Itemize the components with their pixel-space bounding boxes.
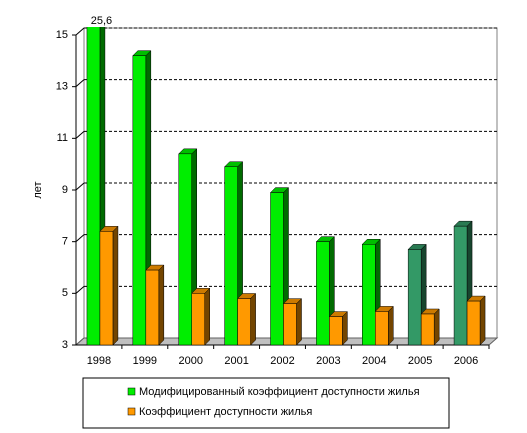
x-tick-label: 1998 xyxy=(87,355,111,367)
y-tick-label: 9 xyxy=(62,184,68,196)
bar xyxy=(237,298,251,346)
grid-diag xyxy=(75,27,85,36)
bar xyxy=(283,303,297,346)
bar xyxy=(375,311,389,346)
legend-label: Модифицированный коэффициент доступности… xyxy=(139,386,420,398)
bar-side xyxy=(342,310,348,346)
legend-swatch xyxy=(127,407,136,416)
grid-diag xyxy=(75,130,85,139)
bar xyxy=(191,293,205,346)
bar xyxy=(224,166,238,346)
legend-swatch xyxy=(127,387,136,396)
grid-diag xyxy=(75,79,85,88)
bar-side xyxy=(296,298,302,346)
bar xyxy=(407,249,422,346)
bar xyxy=(270,192,284,346)
y-tick-label: 11 xyxy=(57,132,68,144)
y-tick-label: 13 xyxy=(56,81,68,93)
bar-side xyxy=(158,264,165,346)
x-tick-label: 2002 xyxy=(270,355,294,367)
bar-side xyxy=(433,308,440,346)
bar-side xyxy=(388,305,394,346)
y-tick-label: 7 xyxy=(62,236,68,248)
y-tick-label: 3 xyxy=(62,339,68,351)
bar xyxy=(316,241,330,346)
x-tick-label: 2004 xyxy=(362,355,386,367)
bar xyxy=(329,316,343,346)
bar xyxy=(362,244,376,346)
y-axis-label: лет xyxy=(32,181,44,198)
x-tick-label: 2001 xyxy=(224,355,248,367)
bar-side xyxy=(112,225,119,346)
value-label: 25,6 xyxy=(91,15,112,27)
x-tick-label: 2006 xyxy=(454,355,478,367)
bar xyxy=(145,269,160,346)
x-tick-label: 2003 xyxy=(316,355,340,367)
bar-side xyxy=(250,292,256,346)
bar xyxy=(178,153,192,346)
bar-side xyxy=(479,295,486,346)
y-tick-label: 15 xyxy=(56,29,68,41)
bar xyxy=(453,225,468,346)
bar xyxy=(132,55,147,346)
x-tick-label: 2005 xyxy=(408,355,432,367)
bar xyxy=(99,231,114,346)
x-tick-label: 2000 xyxy=(178,355,202,367)
legend xyxy=(82,377,450,429)
x-tick-label: 1999 xyxy=(133,355,157,367)
bar xyxy=(466,300,481,346)
grid-diag xyxy=(75,285,85,294)
bar-side xyxy=(204,287,210,346)
grid-diag xyxy=(75,234,85,243)
bar xyxy=(420,313,435,346)
bar xyxy=(86,27,101,346)
legend-label: Коэффициент доступности жилья xyxy=(139,406,312,418)
grid-diag xyxy=(75,182,85,191)
y-tick-label: 5 xyxy=(62,287,68,299)
